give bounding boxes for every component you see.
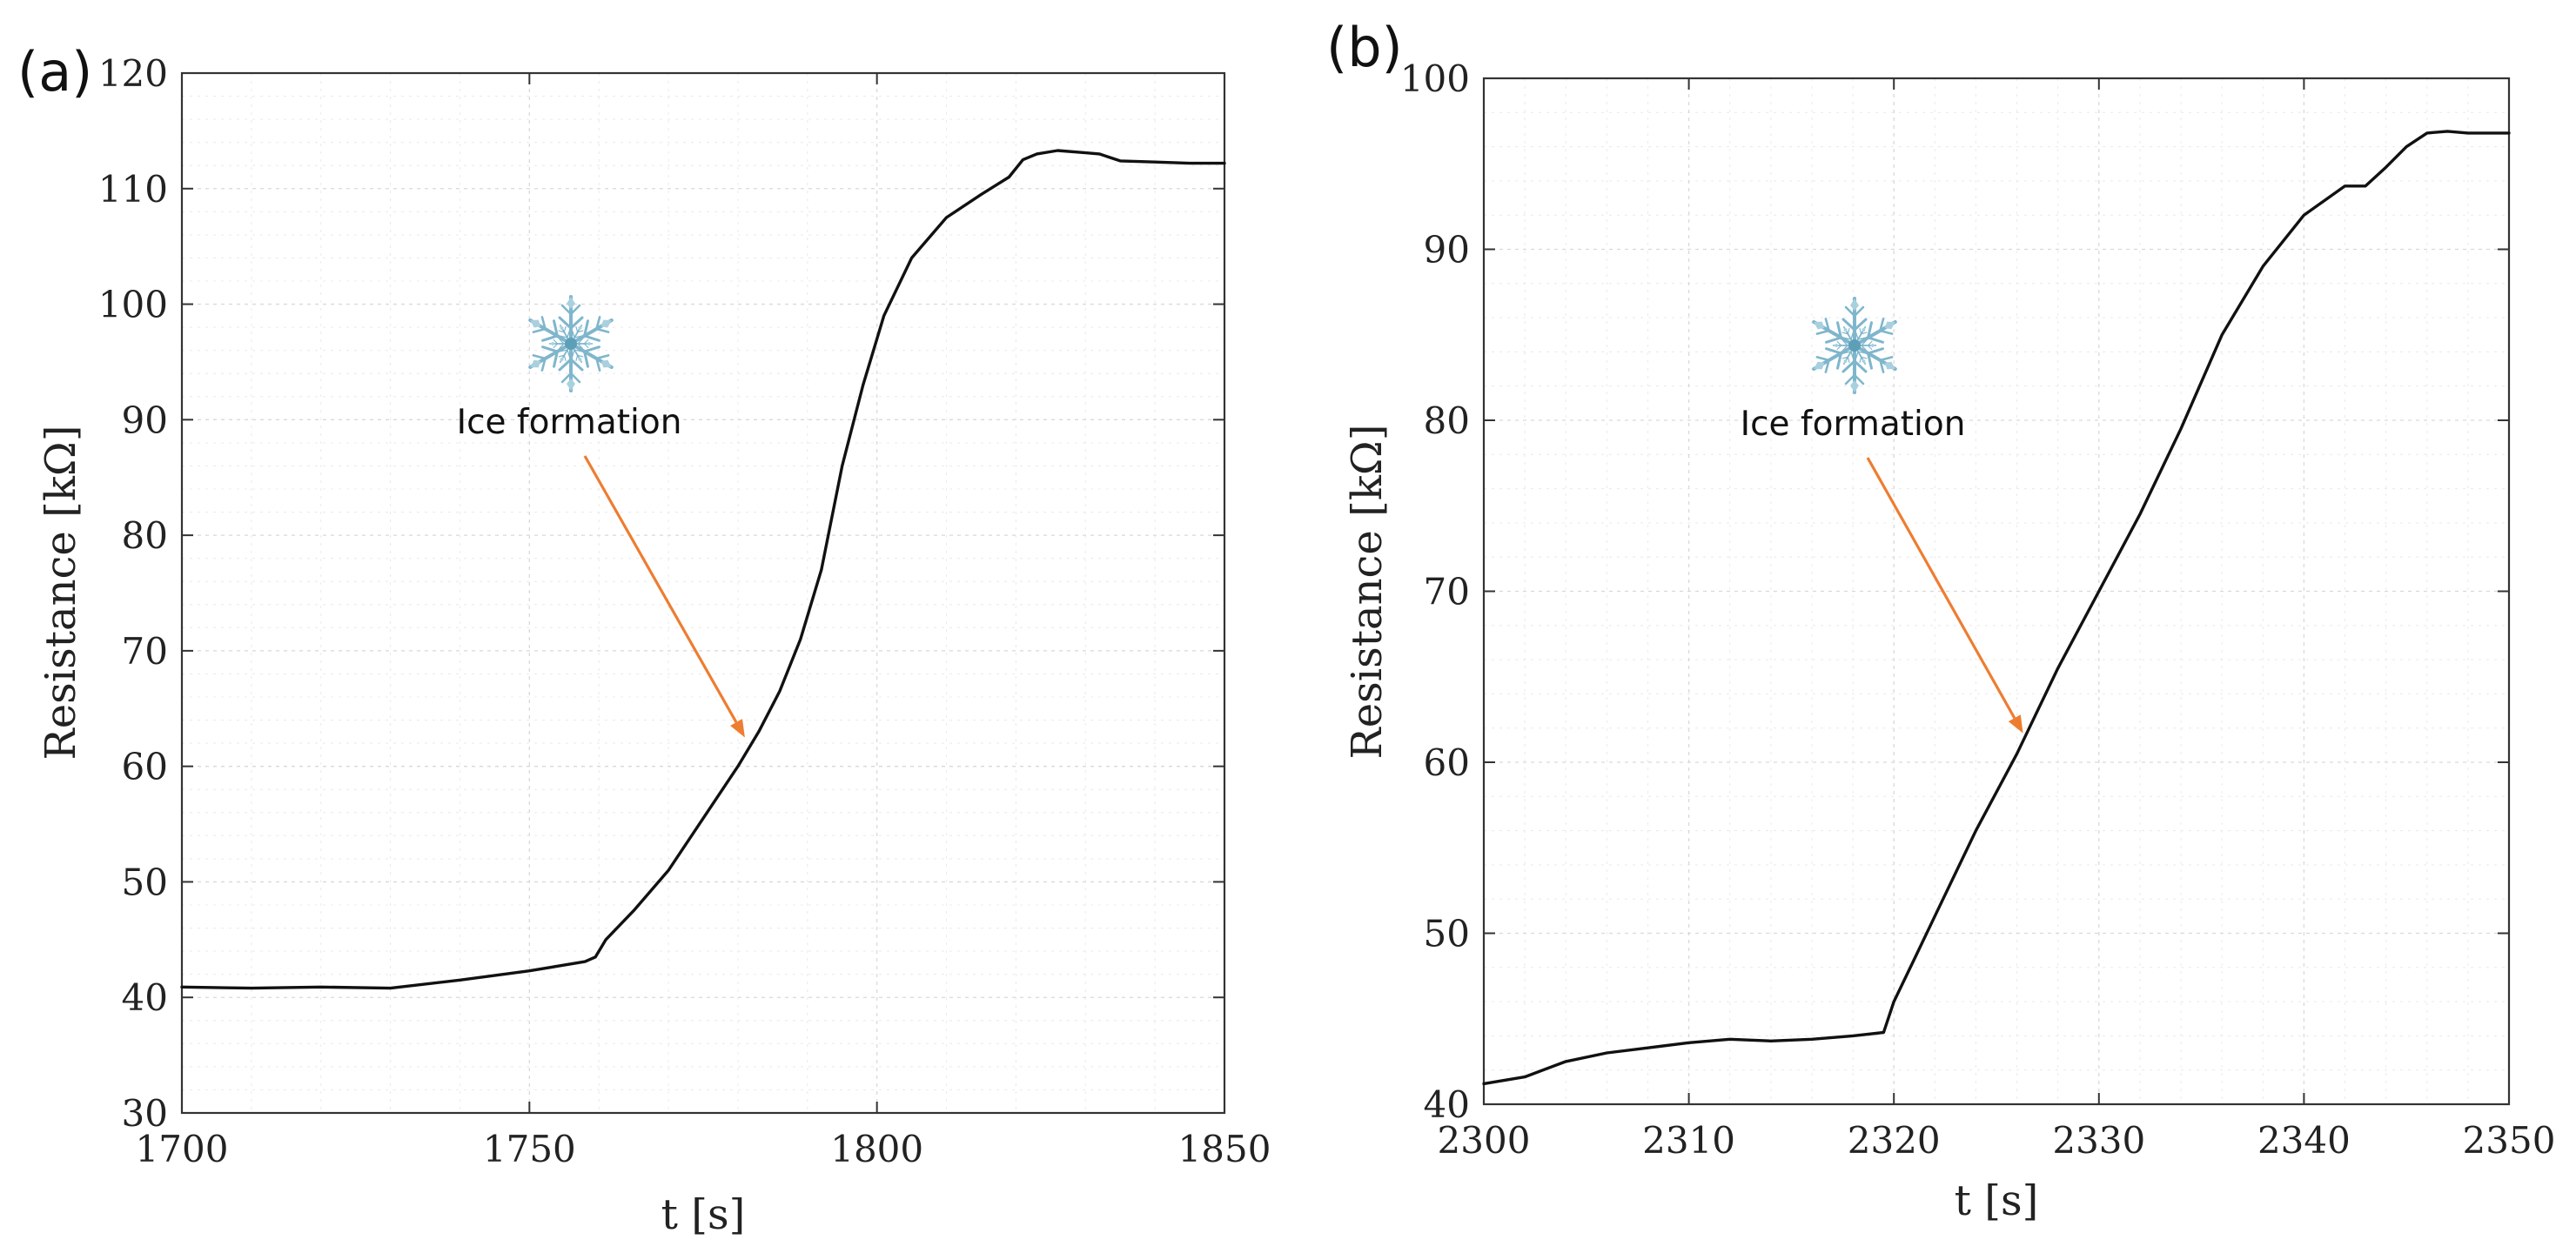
x-tick-label: 2320 [1848, 1119, 1941, 1162]
x-tick-label: 2340 [2257, 1119, 2351, 1162]
series-line-resistance-a [180, 149, 1226, 990]
x-tick-label: 1700 [136, 1128, 229, 1170]
x-tick-label: 2310 [1642, 1119, 1735, 1162]
arrow-head-a [730, 719, 745, 738]
x-axis-title-b: t [s] [1955, 1176, 2039, 1225]
annotation-arrow-b [1866, 457, 2016, 719]
y-tick-label: 100 [1400, 57, 1470, 100]
chart-panel-b: (b) 2300 2310 2320 2330 2340 2350 40 50 60 70 80 90… [1326, 16, 2555, 1225]
series-line-resistance-b [1482, 130, 2511, 1086]
annotation-arrow-a [583, 455, 738, 723]
ticks-b: 2300 2310 2320 2330 2340 2350 40 50 60 70 80 90 100 [1400, 57, 2556, 1162]
y-tick-label: 40 [122, 976, 168, 1019]
y-tick-label: 40 [1424, 1083, 1470, 1126]
x-tick-label: 2300 [1438, 1119, 1531, 1162]
y-tick-label: 60 [1424, 741, 1470, 784]
y-tick-label: 120 [98, 52, 168, 95]
y-tick-label: 50 [122, 861, 168, 903]
grid-a [181, 72, 1225, 1114]
grid-b [1483, 77, 2510, 1105]
y-tick-label: 100 [98, 284, 168, 326]
x-axis-title-a: t [s] [661, 1190, 746, 1239]
plot-frame-a [180, 71, 1226, 1115]
snowflake-icon [525, 297, 618, 391]
panel-label-b: (b) [1326, 16, 1403, 79]
arrow-head-b [2008, 714, 2023, 734]
x-tick-label: 1750 [483, 1128, 576, 1170]
annotation-label-a: Ice formation [457, 403, 682, 442]
y-axis-title-a: Resistance [kΩ] [37, 426, 85, 761]
y-tick-label: 30 [122, 1092, 168, 1135]
y-tick-label: 50 [1424, 913, 1470, 955]
x-tick-label: 2330 [2052, 1119, 2145, 1162]
annotation-label-b: Ice formation [1741, 405, 1966, 444]
y-tick-label: 90 [122, 399, 168, 441]
y-tick-label: 90 [1424, 229, 1470, 271]
y-tick-label: 70 [122, 630, 168, 673]
x-tick-label: 2350 [2463, 1119, 2556, 1162]
y-axis-title-b: Resistance [kΩ] [1343, 425, 1392, 760]
y-tick-label: 80 [1424, 399, 1470, 442]
snowflake-icon [1808, 298, 1902, 392]
panel-label-a: (a) [17, 40, 92, 104]
chart-panel-a: (a) 1700 1750 1800 1850 30 40 50 60 70 80 90 100 110… [17, 40, 1271, 1239]
y-tick-label: 60 [122, 746, 168, 788]
y-tick-label: 80 [122, 514, 168, 557]
y-tick-label: 110 [98, 168, 168, 211]
x-tick-label: 1850 [1178, 1128, 1271, 1170]
y-tick-label: 70 [1424, 571, 1470, 613]
ticks-a: 1700 1750 1800 1850 30 40 50 60 70 80 90 100 110 120 [98, 52, 1271, 1170]
x-tick-label: 1800 [830, 1128, 923, 1170]
